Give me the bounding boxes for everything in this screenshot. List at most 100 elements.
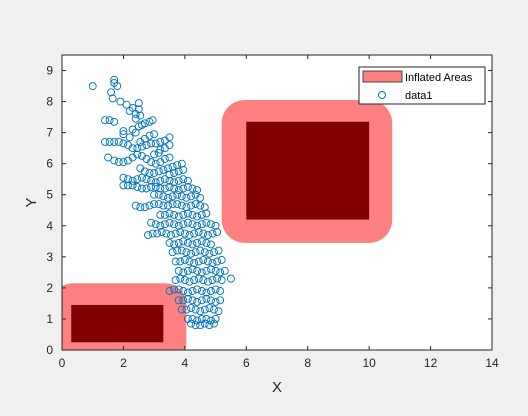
data-point <box>119 181 128 190</box>
data-point <box>187 201 195 210</box>
data-point <box>210 319 218 328</box>
data-point <box>114 137 123 146</box>
data-point <box>188 184 197 193</box>
data-point <box>114 158 123 167</box>
data-point <box>119 139 128 148</box>
data-point <box>88 82 97 91</box>
data-point <box>180 276 189 285</box>
data-point <box>190 276 199 285</box>
data-point <box>193 297 202 306</box>
data-point <box>151 183 160 191</box>
data-point <box>213 257 222 266</box>
data-point <box>174 266 183 275</box>
data-point <box>171 229 180 238</box>
data-point <box>150 169 159 177</box>
data-point <box>207 220 215 229</box>
data-point <box>196 201 205 210</box>
data-point <box>193 238 202 247</box>
data-point <box>211 266 220 275</box>
data-point <box>170 285 179 294</box>
data-point <box>145 131 154 140</box>
data-point <box>191 200 200 209</box>
data-point <box>133 144 142 153</box>
data-point <box>160 184 169 193</box>
data-point <box>202 209 211 218</box>
data-point <box>179 184 188 193</box>
data-point <box>207 296 215 305</box>
legend-swatch-inflated-areas <box>362 70 403 83</box>
data-point <box>180 255 189 264</box>
data-point <box>133 150 142 159</box>
data-point <box>182 305 191 314</box>
data-point <box>153 229 162 238</box>
data-point <box>148 116 157 125</box>
data-point <box>193 221 202 230</box>
data-point <box>179 175 188 184</box>
data-point <box>151 178 160 187</box>
data-point <box>145 201 154 210</box>
data-point <box>202 294 211 303</box>
data-point <box>142 175 151 184</box>
data-point <box>147 176 156 185</box>
data-point <box>150 130 159 139</box>
data-point <box>194 257 203 266</box>
data-point <box>194 228 203 236</box>
x-tick-label: 6 <box>243 356 250 370</box>
data-point <box>197 237 206 246</box>
data-point <box>168 248 177 257</box>
data-point <box>134 99 143 108</box>
data-point <box>174 176 183 185</box>
data-point <box>110 137 119 146</box>
data-point <box>168 200 177 209</box>
data-point <box>182 203 191 212</box>
data-point <box>177 192 186 201</box>
data-point <box>165 287 174 295</box>
data-point <box>171 257 180 266</box>
data-point <box>207 240 215 249</box>
data-point <box>165 218 174 227</box>
data-point <box>113 82 122 91</box>
data-point <box>165 133 174 142</box>
data-point <box>160 220 169 229</box>
data-point <box>210 248 218 257</box>
data-point <box>131 201 140 210</box>
data-point <box>211 285 220 294</box>
data-point <box>150 150 159 159</box>
data-point <box>202 266 211 275</box>
data-point <box>185 277 194 286</box>
data-point <box>136 203 145 212</box>
data-point <box>122 100 131 109</box>
data-point <box>173 161 182 170</box>
x-tick-label: 4 <box>182 356 189 370</box>
data-point <box>188 287 197 295</box>
data-point <box>165 238 174 247</box>
data-point <box>196 246 205 255</box>
obstacle-2 <box>246 121 370 220</box>
data-point <box>191 321 200 330</box>
data-point <box>197 268 206 277</box>
data-point <box>168 192 177 201</box>
y-tick-label: 1 <box>46 312 53 326</box>
data-point <box>183 266 192 275</box>
data-point <box>183 238 192 247</box>
data-point <box>211 314 220 323</box>
y-tick-label: 8 <box>46 95 53 109</box>
data-point <box>147 139 156 148</box>
data-point <box>170 169 179 177</box>
data-point <box>157 228 166 236</box>
data-point <box>162 229 171 238</box>
data-point <box>173 246 182 255</box>
data-point <box>128 103 137 112</box>
data-point <box>142 141 151 150</box>
data-point <box>203 257 212 266</box>
data-point <box>170 210 179 219</box>
y-tick-label: 4 <box>46 219 53 233</box>
data-point <box>150 190 159 199</box>
data-point <box>133 183 142 191</box>
data-point <box>200 319 209 328</box>
data-point <box>179 165 188 174</box>
data-point <box>188 265 197 274</box>
data-point <box>119 127 128 136</box>
data-point <box>156 210 165 219</box>
data-point <box>124 181 132 190</box>
